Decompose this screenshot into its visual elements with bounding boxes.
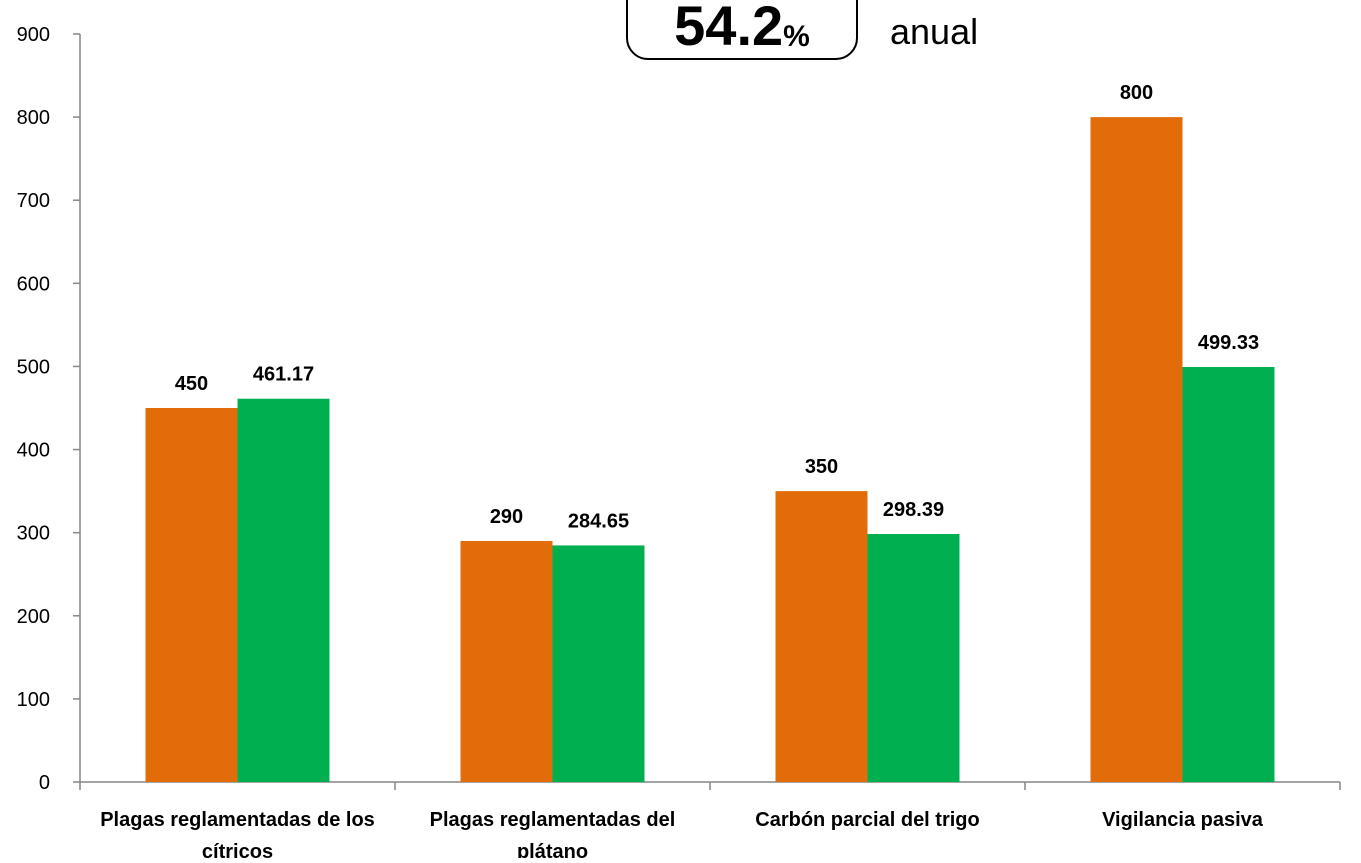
y-tick-label: 300 [17,523,50,545]
y-tick-label: 700 [17,190,50,212]
bar [775,491,868,782]
category-labels: Plagas reglamentadas de los cítricosPlaga… [100,809,1264,863]
annual-percent-callout: 54.2% [626,0,858,60]
y-tick-label: 600 [17,273,50,295]
bar [145,408,238,782]
category-label-line: Plagas reglamentadas de los [100,809,375,831]
y-tick-label: 900 [17,24,50,46]
category-label: Plagas reglamentadas de los cítricos [100,809,375,858]
bar [237,398,330,782]
y-axis-tick-labels: 0 100 200 300 400 500 600 700 800 900 [17,24,50,794]
y-tick-label: 800 [17,107,50,129]
data-label: 450 [175,373,208,395]
category-label: Carbón parcial del trigo [755,809,979,831]
category-label: Plagas reglamentadas del plátano [430,809,676,858]
bar [1182,367,1275,782]
y-tick-label: 100 [17,689,50,711]
category-label-line: cítricos [202,841,273,858]
category-label: Vigilancia pasiva [1102,809,1264,831]
data-label: 499.33 [1198,332,1259,354]
bar [867,534,960,782]
category-label-line: Vigilancia pasiva [1102,809,1264,831]
data-labels: 450 290 350 800 461.17 284.65 298.39 499.33 [175,82,1259,532]
callout-unit: % [783,20,810,53]
data-label: 298.39 [883,499,944,521]
callout-note: anual [890,11,979,52]
category-label-line: Plagas reglamentadas del [430,809,676,831]
bar [552,545,645,782]
data-label: 350 [805,456,838,478]
y-tick-label: 0 [39,772,50,794]
y-tick-label: 200 [17,606,50,628]
data-label: 290 [490,506,523,528]
data-label: 461.17 [253,364,314,386]
data-label: 800 [1120,82,1153,104]
y-tick-label: 500 [17,356,50,378]
y-tick-label: 400 [17,440,50,462]
callout-value: 54.2 [674,0,784,57]
bar [1090,117,1183,783]
category-label-line: plátano [517,841,588,858]
bars [145,117,1275,783]
data-label: 284.65 [568,510,629,532]
bar [460,540,553,782]
category-label-line: Carbón parcial del trigo [755,809,979,831]
